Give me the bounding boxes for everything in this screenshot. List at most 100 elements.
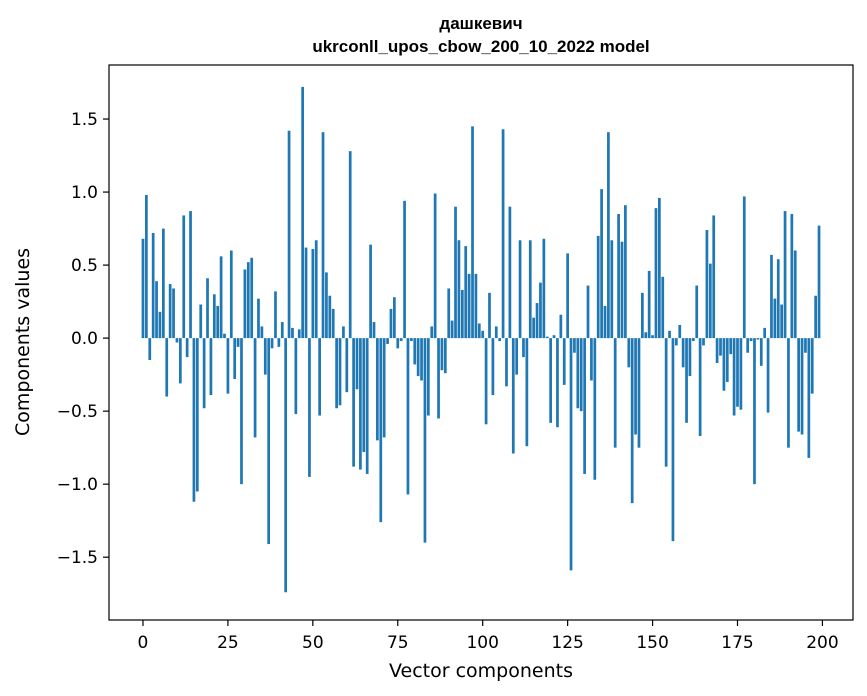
bar-15 <box>192 338 196 502</box>
bar-69 <box>376 338 379 441</box>
bar-97 <box>471 126 474 339</box>
y-tick-label: 0.0 <box>71 329 98 349</box>
bar-171 <box>722 338 726 391</box>
bar-113 <box>525 338 529 447</box>
x-tick-label: 25 <box>217 633 239 653</box>
bar-199 <box>817 225 821 339</box>
bar-32 <box>250 257 254 339</box>
bar-1 <box>145 194 148 339</box>
x-tick-label: 100 <box>466 633 498 653</box>
bar-98 <box>474 273 478 339</box>
x-tick-label: 125 <box>551 633 583 653</box>
bar-126 <box>569 338 573 571</box>
bar-134 <box>596 235 600 339</box>
bar-81 <box>416 338 420 377</box>
bar-56 <box>331 308 335 339</box>
bar-23 <box>219 256 223 339</box>
x-tick-label: 0 <box>138 633 149 653</box>
bar-119 <box>545 336 549 339</box>
bar-186 <box>773 298 777 339</box>
bar-122 <box>556 338 559 428</box>
bar-150 <box>651 335 654 339</box>
bar-197 <box>810 338 814 394</box>
bar-49 <box>308 338 311 477</box>
bar-115 <box>532 317 536 339</box>
bar-58 <box>338 338 342 406</box>
bar-48 <box>304 247 308 339</box>
bar-79 <box>410 338 413 342</box>
y-tick-label: −1.0 <box>57 475 98 495</box>
bar-172 <box>725 338 729 382</box>
bar-87 <box>437 338 440 419</box>
bar-116 <box>535 303 539 339</box>
bar-52 <box>318 338 321 416</box>
bar-64 <box>359 338 362 470</box>
bar-159 <box>681 338 685 368</box>
bar-146 <box>637 338 641 448</box>
bar-33 <box>253 338 257 438</box>
bar-30 <box>243 269 247 339</box>
bar-50 <box>311 249 315 339</box>
y-tick-label: 1.0 <box>71 183 98 203</box>
bar-90 <box>447 288 451 339</box>
bar-17 <box>199 304 203 339</box>
bar-61 <box>348 151 352 339</box>
bar-85 <box>430 326 434 339</box>
bar-187 <box>776 259 780 339</box>
bar-129 <box>579 338 583 412</box>
bar-185 <box>770 254 773 339</box>
bar-191 <box>790 213 794 339</box>
bar-94 <box>460 289 464 339</box>
y-axis-ticks: −1.5 −1.0 −0.5 0.0 0.5 1.0 1.5 <box>57 110 109 568</box>
bar-195 <box>804 338 807 353</box>
bar-162 <box>691 338 695 342</box>
bar-6 <box>162 228 165 339</box>
bar-77 <box>403 200 406 339</box>
bar-179 <box>749 338 753 342</box>
bar-112 <box>522 338 525 358</box>
bar-124 <box>562 338 566 385</box>
bar-189 <box>783 211 787 339</box>
bar-22 <box>216 305 220 339</box>
bar-117 <box>539 282 542 339</box>
y-tick-label: 1.5 <box>71 110 98 130</box>
bar-139 <box>613 338 617 448</box>
bar-74 <box>393 297 396 339</box>
bar-19 <box>206 278 209 339</box>
bar-42 <box>284 338 288 593</box>
y-tick-label: 0.5 <box>71 256 98 276</box>
bar-141 <box>620 241 624 339</box>
bar-110 <box>515 338 519 375</box>
bar-40 <box>277 338 281 347</box>
bar-164 <box>698 338 702 436</box>
bar-108 <box>508 206 512 339</box>
bar-170 <box>719 338 722 356</box>
bar-62 <box>352 338 355 467</box>
y-tick-label: −1.5 <box>57 548 98 568</box>
bar-66 <box>365 338 369 474</box>
bar-43 <box>287 130 291 339</box>
bar-47 <box>301 86 304 339</box>
bar-18 <box>202 338 206 409</box>
bar-188 <box>780 304 784 339</box>
bar-107 <box>505 338 508 387</box>
bar-29 <box>240 338 243 485</box>
bar-84 <box>426 338 430 416</box>
bar-14 <box>189 211 192 339</box>
bar-27 <box>233 338 237 380</box>
bar-173 <box>729 338 733 355</box>
bar-128 <box>576 338 580 409</box>
bar-131 <box>586 285 590 339</box>
bar-38 <box>270 338 274 349</box>
bar-41 <box>280 322 284 339</box>
bar-16 <box>195 338 199 492</box>
bar-132 <box>590 338 593 381</box>
bar-136 <box>603 305 607 339</box>
bar-12 <box>182 215 186 339</box>
bar-86 <box>433 193 437 339</box>
bar-3 <box>151 232 155 339</box>
bar-series <box>141 86 821 593</box>
bar-26 <box>229 250 233 339</box>
bar-13 <box>185 338 189 358</box>
